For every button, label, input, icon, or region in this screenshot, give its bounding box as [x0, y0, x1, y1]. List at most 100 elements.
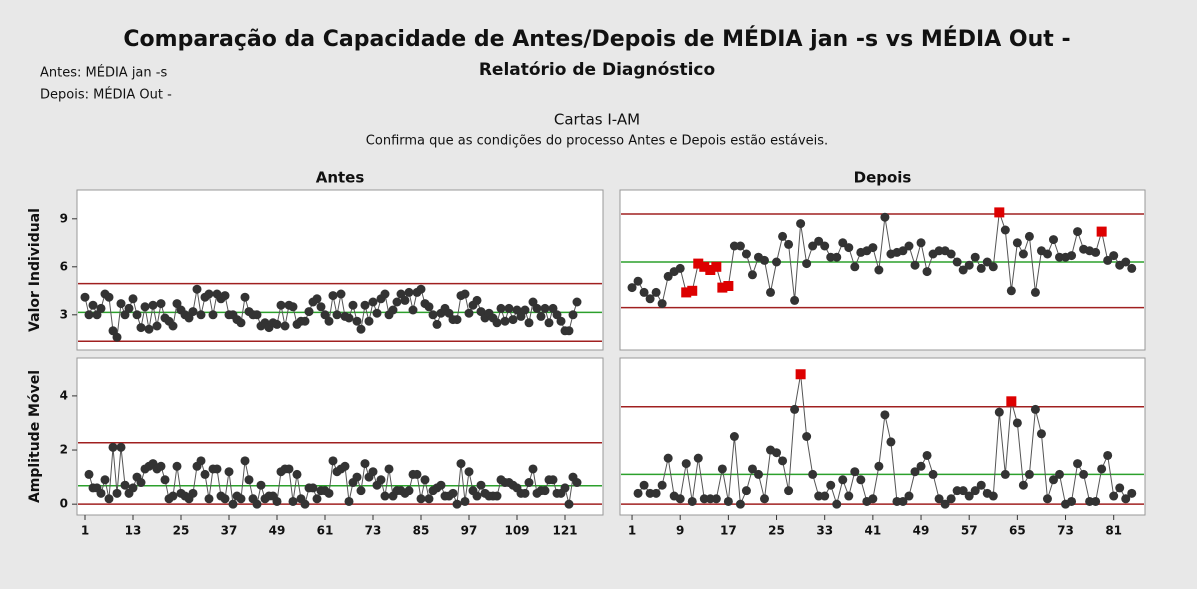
point: [116, 442, 126, 452]
flagged-point: [994, 207, 1005, 218]
point: [1000, 469, 1010, 479]
point: [735, 499, 745, 509]
point: [796, 219, 806, 229]
point: [156, 299, 166, 309]
point: [850, 262, 860, 272]
point: [832, 252, 842, 262]
point: [404, 287, 414, 297]
x-tick-label: 25: [173, 524, 190, 538]
point: [520, 305, 530, 315]
point: [766, 287, 776, 297]
point: [372, 308, 382, 318]
point: [420, 475, 430, 485]
point: [820, 491, 830, 501]
flagged-point: [699, 261, 710, 272]
point: [970, 486, 980, 496]
point: [84, 310, 94, 320]
point: [564, 326, 574, 336]
point: [982, 257, 992, 267]
point: [140, 302, 150, 312]
point: [316, 302, 326, 312]
point: [1000, 225, 1010, 235]
point: [663, 271, 673, 281]
flagged-point: [711, 261, 722, 272]
point: [112, 488, 122, 498]
point: [976, 480, 986, 490]
point: [236, 494, 246, 504]
y-tick-label: 4: [60, 388, 68, 402]
y-axis-label: Amplitude Móvel: [27, 370, 43, 503]
y-axis-label: Valor Individual: [27, 208, 43, 332]
point: [192, 284, 202, 294]
point: [380, 289, 390, 299]
point: [856, 475, 866, 485]
point: [452, 315, 462, 325]
flagged-point: [1006, 396, 1017, 407]
point: [428, 310, 438, 320]
point: [172, 461, 182, 471]
point: [844, 243, 854, 253]
point: [108, 326, 118, 336]
point: [312, 294, 322, 304]
point: [741, 486, 751, 496]
point: [516, 311, 526, 321]
point: [988, 491, 998, 501]
point: [976, 263, 986, 273]
point: [508, 315, 518, 325]
point: [898, 246, 908, 256]
point: [132, 310, 142, 320]
x-tick-label: 9: [676, 524, 684, 538]
section-title: Cartas I-AM: [554, 111, 640, 129]
x-tick-label: 17: [720, 524, 737, 538]
point: [958, 265, 968, 275]
point: [560, 483, 570, 493]
point: [304, 307, 314, 317]
point: [808, 469, 818, 479]
point: [784, 239, 794, 249]
point: [735, 241, 745, 251]
point: [838, 238, 848, 248]
point: [528, 297, 538, 307]
point: [524, 318, 534, 328]
x-tick-label: 73: [365, 524, 382, 538]
point: [320, 310, 330, 320]
point: [1127, 263, 1137, 273]
x-tick-label: 57: [961, 524, 978, 538]
point: [236, 318, 246, 328]
point: [424, 302, 434, 312]
panel-title: Depois: [854, 169, 912, 187]
point: [352, 472, 362, 482]
point: [168, 491, 178, 501]
point: [120, 310, 130, 320]
point: [348, 300, 358, 310]
point: [444, 308, 454, 318]
point: [759, 494, 769, 504]
point: [778, 231, 788, 241]
point: [344, 496, 354, 506]
point: [156, 461, 166, 471]
section-subtitle: Confirma que as condições do processo An…: [366, 134, 828, 149]
point: [276, 300, 286, 310]
point: [651, 488, 661, 498]
point: [492, 318, 502, 328]
point: [964, 491, 974, 501]
point: [1079, 469, 1089, 479]
x-tick-label: 85: [413, 524, 430, 538]
point: [220, 494, 230, 504]
point: [412, 469, 422, 479]
x-tick-label: 121: [552, 524, 577, 538]
point: [204, 494, 214, 504]
point: [1091, 496, 1101, 506]
point: [432, 319, 442, 329]
point: [1018, 249, 1028, 259]
point: [1121, 257, 1131, 267]
point: [240, 456, 250, 466]
point: [368, 467, 378, 477]
point: [448, 488, 458, 498]
point: [452, 499, 462, 509]
point: [548, 475, 558, 485]
point: [556, 316, 566, 326]
point: [436, 480, 446, 490]
point: [472, 295, 482, 305]
point: [496, 303, 506, 313]
